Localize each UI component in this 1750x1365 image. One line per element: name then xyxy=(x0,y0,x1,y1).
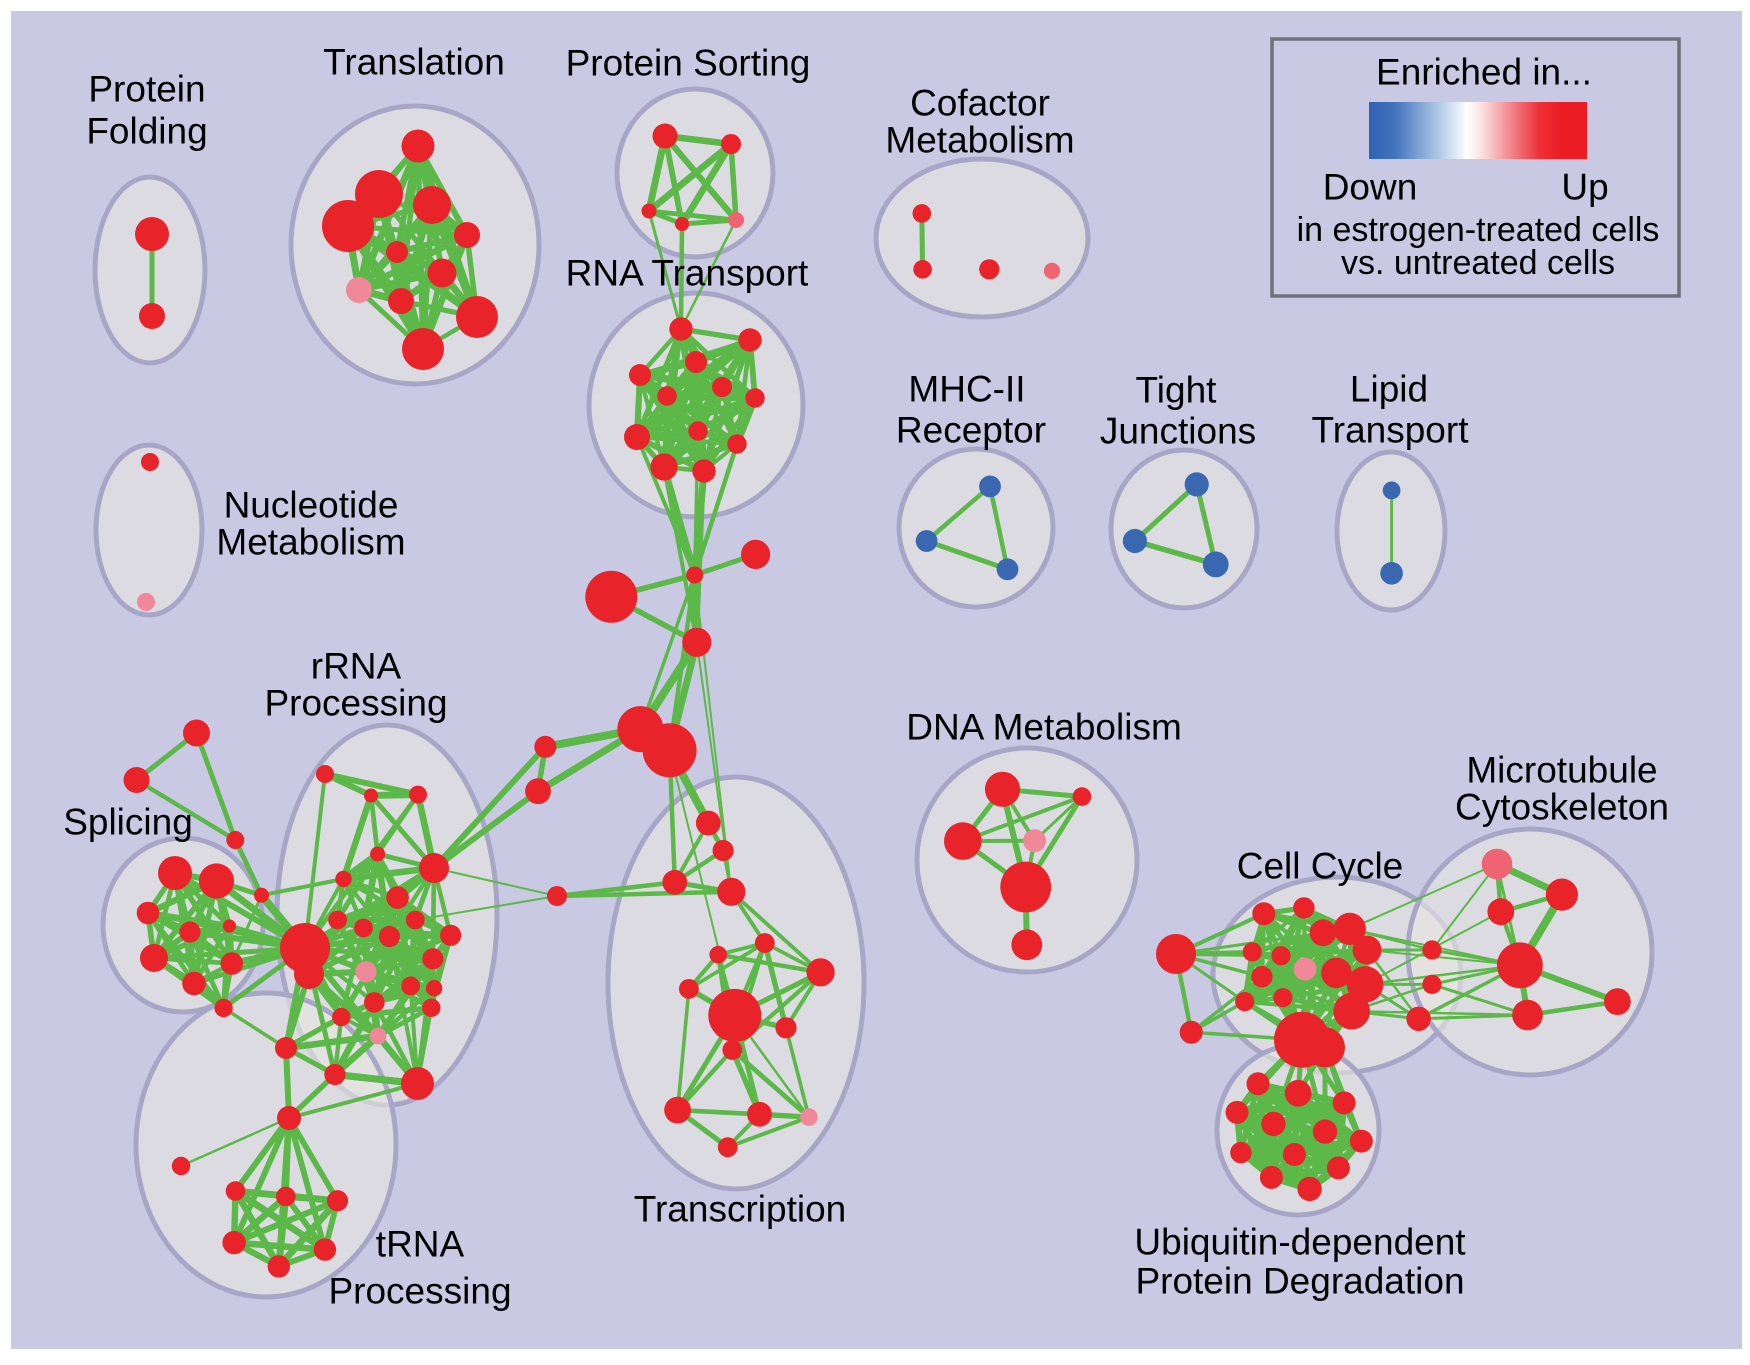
svg-text:Enriched in...: Enriched in... xyxy=(1376,52,1592,93)
svg-text:Ubiquitin-dependent: Ubiquitin-dependent xyxy=(1134,1222,1466,1263)
svg-text:Lipid: Lipid xyxy=(1350,369,1428,410)
svg-text:Translation: Translation xyxy=(323,42,505,83)
svg-text:RNA Transport: RNA Transport xyxy=(566,253,809,294)
svg-text:Metabolism: Metabolism xyxy=(216,522,405,563)
svg-text:Transcription: Transcription xyxy=(634,1189,846,1230)
svg-text:Cytoskeleton: Cytoskeleton xyxy=(1455,787,1669,828)
svg-text:Folding: Folding xyxy=(86,111,207,152)
svg-text:MHC-II: MHC-II xyxy=(908,369,1025,410)
svg-text:DNA Metabolism: DNA Metabolism xyxy=(906,707,1182,748)
svg-text:Processing: Processing xyxy=(328,1271,511,1312)
svg-text:Receptor: Receptor xyxy=(896,410,1046,451)
svg-text:Tight: Tight xyxy=(1136,370,1218,411)
svg-text:Microtubule: Microtubule xyxy=(1466,750,1657,791)
svg-text:tRNA: tRNA xyxy=(376,1224,465,1265)
svg-text:Cofactor: Cofactor xyxy=(910,83,1050,124)
svg-text:Protein: Protein xyxy=(88,69,205,110)
svg-text:vs. untreated cells: vs. untreated cells xyxy=(1341,244,1615,282)
svg-text:Protein Sorting: Protein Sorting xyxy=(566,43,811,84)
svg-text:Protein Degradation: Protein Degradation xyxy=(1135,1261,1464,1302)
svg-text:Transport: Transport xyxy=(1312,410,1470,451)
svg-text:Splicing: Splicing xyxy=(63,802,193,843)
svg-text:Junctions: Junctions xyxy=(1100,411,1256,452)
svg-text:Cell Cycle: Cell Cycle xyxy=(1237,846,1404,887)
svg-text:Processing: Processing xyxy=(264,683,447,724)
svg-text:rRNA: rRNA xyxy=(311,646,402,687)
svg-text:Metabolism: Metabolism xyxy=(885,120,1074,161)
svg-text:Nucleotide: Nucleotide xyxy=(224,485,399,526)
svg-text:Down: Down xyxy=(1323,167,1418,208)
svg-text:Up: Up xyxy=(1561,167,1608,208)
